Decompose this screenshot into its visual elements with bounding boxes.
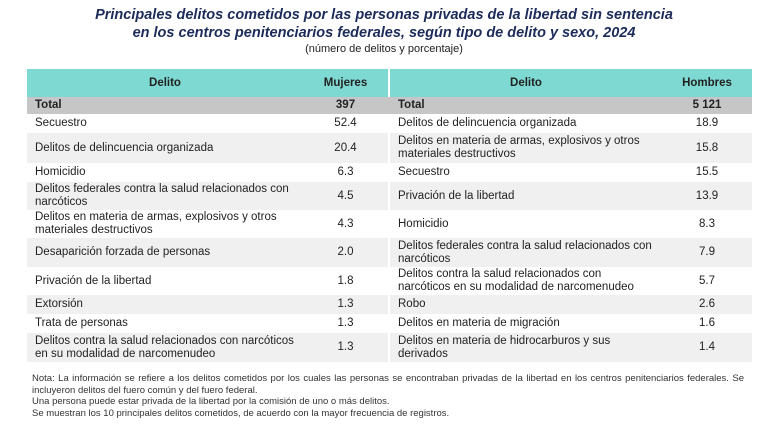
- delito-hombres: Delitos en materia de armas, explosivos …: [390, 133, 662, 163]
- delito-hombres: Delitos en materia de hidrocarburos y su…: [390, 333, 662, 362]
- table-row: Homicidio 6.3 Secuestro 15.5: [27, 163, 752, 182]
- column-gap: [388, 97, 390, 114]
- porcentaje-hombres: 13.9: [662, 182, 752, 210]
- delito-mujeres: Homicidio: [35, 166, 86, 178]
- porcentaje-hombres: 7.9: [662, 238, 752, 267]
- crimes-table: Delito Mujeres Delito Hombres Total 397 …: [27, 69, 752, 362]
- column-gap: [388, 314, 390, 333]
- delito-mujeres: Delitos federales contra la salud relaci…: [27, 182, 303, 210]
- total-label-hombres: Total: [390, 97, 662, 114]
- total-hombres: 5 121: [662, 97, 752, 114]
- delito-hombres: Delitos federales contra la salud relaci…: [390, 238, 662, 267]
- delito-mujeres: Delitos contra la salud relacionados con…: [27, 333, 303, 362]
- delito-mujeres: Delitos en materia de armas, explosivos …: [35, 211, 277, 236]
- notes: Nota: La información se refiere a los de…: [32, 373, 744, 419]
- title-line-1: Principales delitos cometidos por las pe…: [95, 7, 673, 23]
- table-row: Delitos en materia de armas, explosivos …: [27, 210, 752, 238]
- delito-hombres: Homicidio: [398, 217, 449, 230]
- delito-mujeres: Trata de personas: [35, 317, 128, 329]
- delito-hombres: Robo: [390, 295, 662, 314]
- delito-mujeres: Extorsión: [27, 295, 303, 314]
- header-row: Delito Mujeres Delito Hombres: [27, 69, 752, 97]
- porcentaje-mujeres: 1.3: [303, 333, 388, 362]
- column-gap: [388, 114, 390, 133]
- table-row: Delitos de delincuencia organizada 20.4 De…: [27, 133, 752, 163]
- table-row: Privación de la libertad 1.8 Delitos contr…: [27, 267, 752, 295]
- column-gap: [388, 267, 390, 295]
- table-subtitle: (número de delitos y porcentaje): [305, 43, 463, 55]
- porcentaje-hombres: 1.4: [662, 333, 752, 362]
- column-gap: [388, 69, 390, 97]
- porcentaje-mujeres: 1.3: [303, 295, 388, 314]
- header-mujeres: Mujeres: [303, 69, 388, 97]
- column-gap: [388, 238, 390, 267]
- porcentaje-mujeres: 1.3: [337, 317, 354, 329]
- note-3: Se muestran los 10 principales delitos c…: [32, 407, 450, 419]
- delito-mujeres: Desaparición forzada de personas: [27, 238, 303, 267]
- delito-hombres: Secuestro: [398, 166, 450, 178]
- column-gap: [388, 210, 390, 238]
- delito-hombres: Privación de la libertad: [390, 182, 662, 210]
- table-row: Delitos federales contra la salud relaci…: [27, 182, 752, 210]
- header-hombres: Hombres: [662, 69, 752, 97]
- porcentaje-mujeres: 4.3: [337, 217, 354, 230]
- table-row: Secuestro 52.4 Delitos de delincuencia org…: [27, 114, 752, 133]
- porcentaje-mujeres: 1.8: [337, 274, 354, 287]
- delito-mujeres: Secuestro: [35, 117, 87, 129]
- table-row: Extorsión 1.3 Robo 2.6: [27, 295, 752, 314]
- table-row: Delitos contra la salud relacionados con…: [27, 333, 752, 362]
- header-delito-hombres: Delito: [390, 69, 662, 97]
- porcentaje-hombres: 8.3: [699, 217, 715, 230]
- column-gap: [388, 163, 390, 182]
- column-gap: [388, 333, 390, 362]
- header-delito-mujeres: Delito: [27, 69, 303, 97]
- porcentaje-hombres: 1.6: [699, 317, 715, 329]
- total-row: Total 397 Total 5 121: [27, 97, 752, 114]
- porcentaje-hombres: 5.7: [699, 274, 715, 287]
- delito-mujeres: Privación de la libertad: [35, 274, 152, 287]
- porcentaje-hombres: 2.6: [662, 295, 752, 314]
- total-label-mujeres: Total: [27, 97, 303, 114]
- porcentaje-mujeres: 4.5: [303, 182, 388, 210]
- delito-hombres: Delitos contra la salud relacionados con…: [398, 268, 634, 293]
- column-gap: [388, 133, 390, 163]
- porcentaje-mujeres: 6.3: [337, 166, 354, 178]
- porcentaje-mujeres: 20.4: [303, 133, 388, 163]
- title-line-2: en los centros penitenciarios federales,…: [132, 25, 636, 41]
- delito-hombres: Delitos en materia de migración: [398, 317, 560, 329]
- porcentaje-hombres: 15.5: [695, 166, 719, 178]
- note-2: Una persona puede estar privada de la li…: [32, 396, 390, 407]
- note-1: Nota: La información se refiere a los de…: [32, 373, 744, 396]
- table-row: Trata de personas 1.3 Delitos en materia d…: [27, 314, 752, 333]
- porcentaje-mujeres: 2.0: [303, 238, 388, 267]
- delito-hombres: Delitos de delincuencia organizada: [398, 117, 577, 129]
- column-gap: [388, 295, 390, 314]
- column-gap: [388, 182, 390, 210]
- delito-mujeres: Delitos de delincuencia organizada: [27, 133, 303, 163]
- table-row: Desaparición forzada de personas 2.0 Delit…: [27, 238, 752, 267]
- porcentaje-mujeres: 52.4: [334, 117, 357, 129]
- porcentaje-hombres: 18.9: [695, 117, 719, 129]
- table-title: Principales delitos cometidos por las pe…: [0, 6, 768, 42]
- total-mujeres: 397: [303, 97, 388, 114]
- porcentaje-hombres: 15.8: [662, 133, 752, 163]
